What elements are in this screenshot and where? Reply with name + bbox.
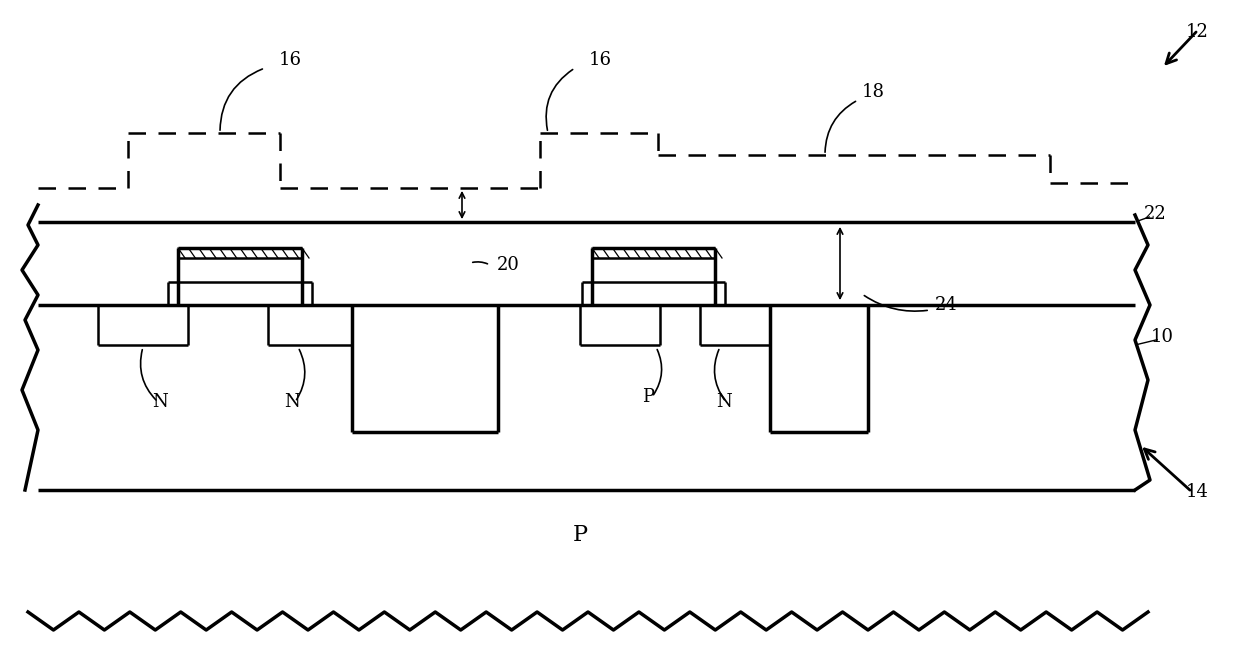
Text: N: N bbox=[153, 393, 167, 411]
Text: P: P bbox=[573, 524, 588, 546]
Text: 18: 18 bbox=[862, 83, 884, 101]
Text: 14: 14 bbox=[1185, 483, 1209, 501]
Text: 22: 22 bbox=[1143, 205, 1167, 223]
Text: P: P bbox=[642, 388, 653, 406]
Text: 20: 20 bbox=[496, 256, 520, 274]
Text: 16: 16 bbox=[279, 51, 301, 69]
Text: 16: 16 bbox=[589, 51, 611, 69]
Text: 10: 10 bbox=[1151, 328, 1173, 346]
Text: N: N bbox=[284, 393, 300, 411]
Text: 24: 24 bbox=[935, 296, 957, 314]
Text: N: N bbox=[717, 393, 732, 411]
Text: 12: 12 bbox=[1185, 23, 1209, 41]
